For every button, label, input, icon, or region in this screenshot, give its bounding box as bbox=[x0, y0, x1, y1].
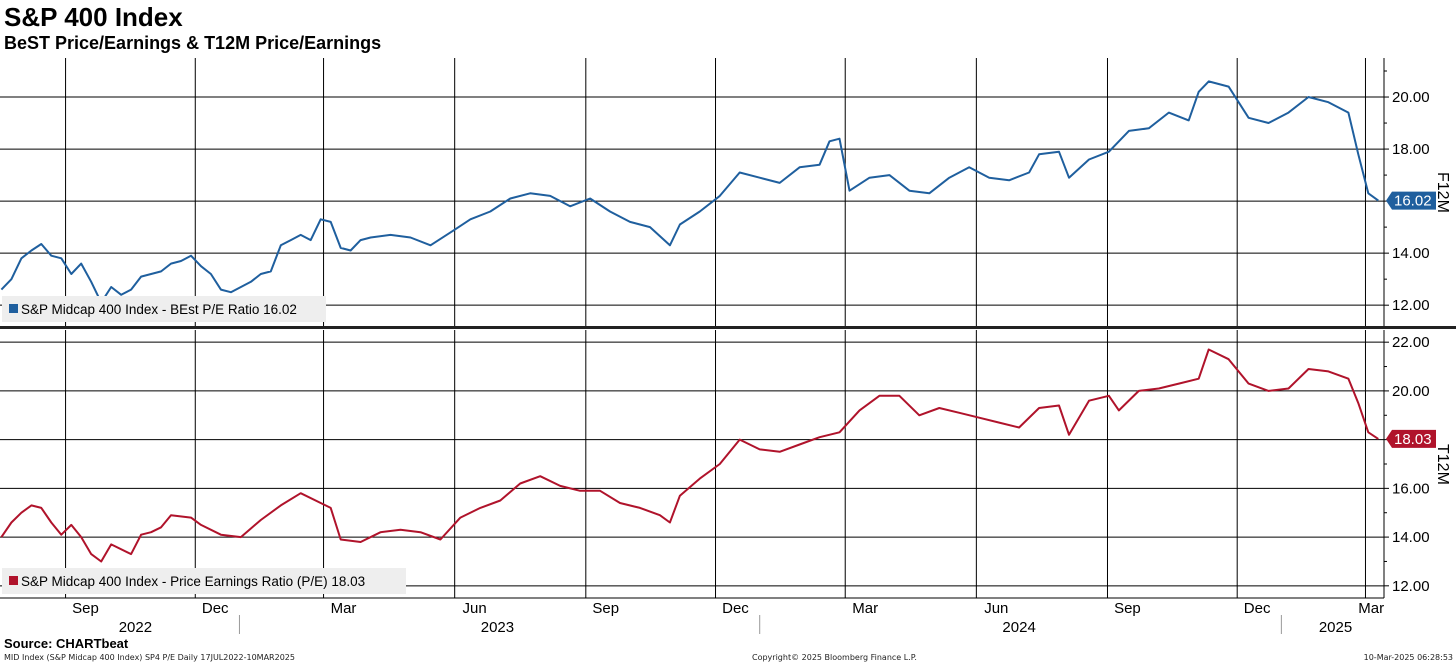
x-month-label: Mar bbox=[1358, 600, 1384, 617]
last-value-label: 18.03 bbox=[1394, 431, 1432, 448]
ticker-info: MID Index (S&P Midcap 400 Index) SP4 P/E… bbox=[4, 653, 295, 662]
x-month-label: Sep bbox=[72, 600, 99, 617]
x-year-label: 2022 bbox=[119, 619, 152, 636]
copyright-note: Copyright© 2025 Bloomberg Finance L.P. bbox=[752, 653, 917, 662]
y-tick-label: 22.00 bbox=[1392, 334, 1430, 351]
legend-label: S&P Midcap 400 Index - Price Earnings Ra… bbox=[21, 574, 365, 589]
x-month-label: Jun bbox=[463, 600, 487, 617]
x-year-label: 2024 bbox=[1002, 619, 1035, 636]
axis-label: T12M bbox=[1434, 444, 1451, 485]
panel-divider bbox=[0, 326, 1456, 329]
legend-box bbox=[2, 568, 406, 594]
y-tick-label: 18.00 bbox=[1392, 141, 1430, 158]
timestamp: 10-Mar-2025 06:28:53 bbox=[1363, 653, 1453, 662]
source-note: Source: CHARTbeat bbox=[4, 636, 129, 651]
y-tick-label: 20.00 bbox=[1392, 89, 1430, 106]
last-value-label: 16.02 bbox=[1394, 193, 1432, 210]
y-tick-label: 14.00 bbox=[1392, 245, 1430, 262]
legend-swatch bbox=[9, 576, 18, 585]
y-tick-label: 14.00 bbox=[1392, 529, 1430, 546]
x-month-label: Mar bbox=[852, 600, 878, 617]
x-month-label: Dec bbox=[202, 600, 229, 617]
chart-subtitle: BeST Price/Earnings & T12M Price/Earning… bbox=[4, 33, 382, 53]
y-tick-label: 16.00 bbox=[1392, 480, 1430, 497]
axis-label: F12M bbox=[1434, 172, 1451, 213]
x-month-label: Mar bbox=[331, 600, 357, 617]
x-year-label: 2023 bbox=[481, 619, 514, 636]
legend-label: S&P Midcap 400 Index - BEst P/E Ratio 16… bbox=[21, 302, 297, 317]
legend-swatch bbox=[9, 304, 18, 313]
x-month-label: Sep bbox=[592, 600, 619, 617]
x-month-label: Jun bbox=[984, 600, 1008, 617]
y-tick-label: 12.00 bbox=[1392, 297, 1430, 314]
chart-title: S&P 400 Index bbox=[4, 2, 183, 32]
last-value-tag bbox=[1386, 191, 1436, 210]
x-year-label: 2025 bbox=[1319, 619, 1352, 636]
legend-box bbox=[2, 296, 326, 322]
x-month-label: Sep bbox=[1114, 600, 1141, 617]
x-month-label: Dec bbox=[1244, 600, 1271, 617]
y-tick-label: 20.00 bbox=[1392, 383, 1430, 400]
y-tick-label: 12.00 bbox=[1392, 578, 1430, 595]
series-line bbox=[0, 348, 1379, 563]
x-month-label: Dec bbox=[722, 600, 749, 617]
series-line bbox=[0, 80, 1379, 304]
last-value-tag bbox=[1386, 429, 1436, 448]
